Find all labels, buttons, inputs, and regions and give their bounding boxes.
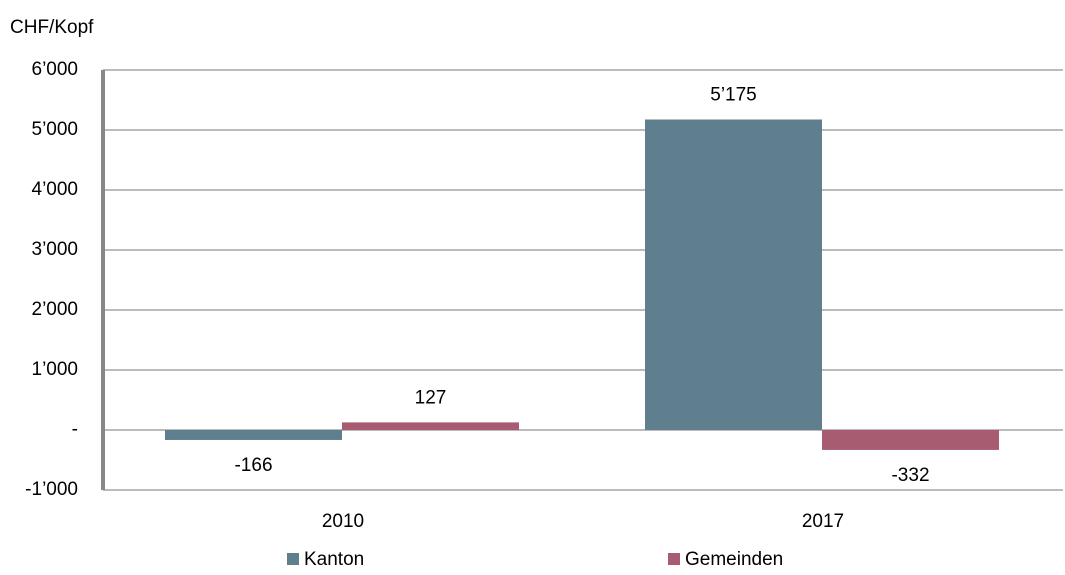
y-tick-label: -1’000 [25,479,78,500]
x-tick-label: 2017 [802,511,844,532]
value-label: -166 [234,455,272,476]
y-tick-label: 5’000 [32,119,79,140]
value-label: 127 [415,387,447,408]
x-tick-label: 2010 [322,511,364,532]
bar [645,119,822,430]
legend-label: Gemeinden [685,549,783,570]
legend-swatch [668,553,680,565]
bar [342,422,519,430]
bar [165,430,342,440]
y-tick-label: 2’000 [32,299,79,320]
legend-swatch [287,553,299,565]
value-label: -332 [891,465,929,486]
y-tick-label: 4’000 [32,179,79,200]
y-tick-label: - [72,419,78,440]
y-axis-label: CHF/Kopf [10,17,94,38]
value-label: 5’175 [710,85,757,106]
legend-label: Kanton [304,549,364,570]
y-tick-label: 1’000 [32,359,79,380]
y-tick-label: 6’000 [32,59,79,80]
bar [822,430,999,450]
y-tick-label: 3’000 [32,239,79,260]
